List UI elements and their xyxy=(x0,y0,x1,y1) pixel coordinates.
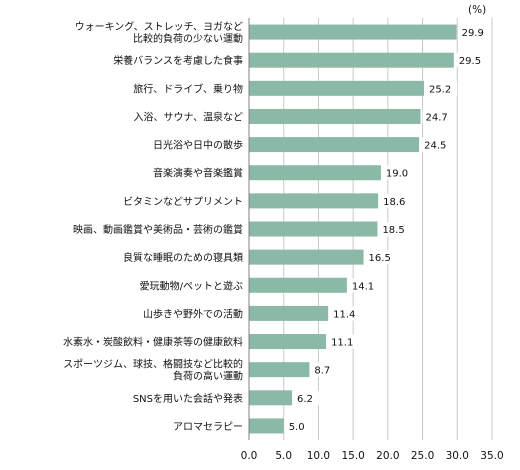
value-label-box xyxy=(422,109,454,124)
bar xyxy=(249,418,284,434)
value-label-box xyxy=(380,193,412,208)
bars xyxy=(249,24,457,434)
value-label: 18.5 xyxy=(382,225,404,236)
value-label: 25.2 xyxy=(429,84,451,95)
value-label: 5.0 xyxy=(289,422,305,433)
category-label: 入浴、サウナ、温泉など xyxy=(134,110,244,123)
bar xyxy=(249,277,347,293)
unit-label: (%) xyxy=(468,4,486,16)
category-label: スポーツジム、球技、格闘技など比較的 xyxy=(63,358,243,371)
x-tick-label: 35.0 xyxy=(480,450,503,462)
value-label-box xyxy=(382,165,415,180)
x-tick-label: 30.0 xyxy=(446,450,469,462)
bar xyxy=(249,390,293,406)
bar xyxy=(249,80,424,96)
x-tick-label: 10.0 xyxy=(307,450,330,462)
category-label: 愛玩動物/ペットと遊ぶ xyxy=(140,279,243,292)
x-tick-label: 15.0 xyxy=(341,450,364,462)
category-labels: ウォーキング、ストレッチ、ヨガなど比較的負荷の少ない運動栄養バランスを考慮した食… xyxy=(63,20,243,433)
value-label-box xyxy=(425,81,458,96)
category-label: 比較的負荷の少ない運動 xyxy=(133,32,243,45)
bar xyxy=(249,24,457,40)
value-label: 29.9 xyxy=(462,28,484,39)
category-label: 栄養バランスを考慮した食事 xyxy=(113,54,243,67)
bar xyxy=(249,137,420,153)
category-label: 負荷の高い運動 xyxy=(173,370,243,383)
value-label-box xyxy=(294,390,319,405)
category-label: ウォーキング、ストレッチ、ヨガなど xyxy=(75,20,243,33)
category-label: 山歩きや野外での活動 xyxy=(143,307,243,320)
x-tick-label: 5.0 xyxy=(275,450,292,462)
value-label-box xyxy=(328,334,360,349)
x-tick-label: 25.0 xyxy=(411,450,434,462)
x-tick-labels: 0.0 5.0 10.0 15.0 20.0 25.0 30.0 35.0 xyxy=(241,450,504,462)
bar xyxy=(249,249,364,265)
category-label: ビタミンなどサプリメント xyxy=(123,196,243,208)
category-label: 日光浴や日中の散歩 xyxy=(153,139,243,152)
value-label: 11.1 xyxy=(331,338,353,349)
category-label: 音楽演奏や音楽鑑賞 xyxy=(153,167,243,180)
bar xyxy=(249,305,329,321)
bar xyxy=(249,52,454,68)
value-label-box xyxy=(348,278,381,293)
value-label-box xyxy=(285,418,311,433)
bar xyxy=(249,221,378,237)
bar xyxy=(249,362,310,378)
value-label: 8.7 xyxy=(314,366,330,377)
category-label: 良質な睡眠のための寝具類 xyxy=(123,251,243,264)
value-label-box xyxy=(458,25,490,40)
bar xyxy=(249,165,381,181)
category-label: 水素水・炭酸飲料・健康茶等の健康飲料 xyxy=(63,336,243,349)
value-label: 11.4 xyxy=(333,309,355,320)
value-label: 14.1 xyxy=(352,281,374,292)
value-label-box xyxy=(379,222,411,236)
value-label: 18.6 xyxy=(383,197,405,208)
category-label: アロマセラピー xyxy=(173,421,243,433)
value-label-box xyxy=(311,362,337,377)
category-label: SNSを用いた会話や発表 xyxy=(133,392,243,405)
x-tick-label: 20.0 xyxy=(376,450,399,462)
bar xyxy=(249,193,379,209)
category-label: 映画、動画鑑賞や美術品・芸術の鑑賞 xyxy=(73,223,243,236)
value-label-box xyxy=(330,306,362,321)
category-label: 旅行、ドライブ、乗り物 xyxy=(133,82,243,95)
value-label: 24.5 xyxy=(424,141,446,152)
bar xyxy=(249,108,421,124)
value-label: 16.5 xyxy=(369,253,391,264)
value-labels: 29.9 29.5 25.2 24.7 24.5 19.0 18.6 18.5 16.5 14.1… xyxy=(285,25,490,433)
x-tick-label: 0.0 xyxy=(241,450,258,462)
value-label-box xyxy=(455,53,488,68)
value-label-box xyxy=(365,250,397,265)
value-label: 19.0 xyxy=(386,169,408,180)
value-label: 29.5 xyxy=(459,56,481,67)
value-label-box xyxy=(421,137,453,152)
value-label: 24.7 xyxy=(425,112,447,123)
bar xyxy=(249,334,327,350)
value-label: 6.2 xyxy=(297,394,313,405)
